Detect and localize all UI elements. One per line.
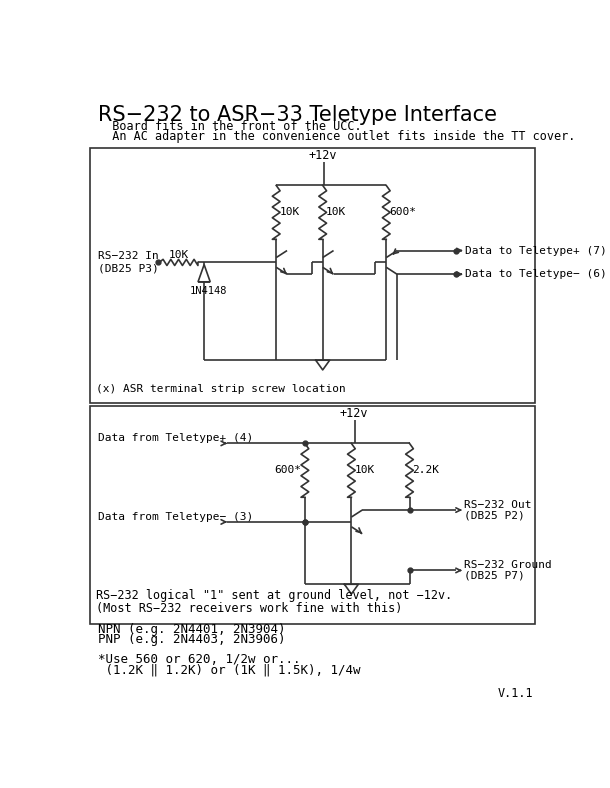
Text: V.1.1: V.1.1 <box>498 687 534 700</box>
Text: RS−232 Out: RS−232 Out <box>464 500 531 510</box>
Text: (DB25 P7): (DB25 P7) <box>464 571 525 581</box>
Text: (Most RS−232 receivers work fine with this): (Most RS−232 receivers work fine with th… <box>96 602 403 615</box>
Text: NPN (e.g. 2N4401, 2N3904): NPN (e.g. 2N4401, 2N3904) <box>98 623 285 636</box>
Text: RS−232 In: RS−232 In <box>98 251 159 262</box>
Text: +12v: +12v <box>309 149 337 162</box>
Text: Data from Teletype+ (4): Data from Teletype+ (4) <box>98 433 253 443</box>
Text: 10K: 10K <box>354 466 375 475</box>
Text: *Use 560 or 620, 1/2w or...: *Use 560 or 620, 1/2w or... <box>98 653 301 666</box>
Text: 2.2K: 2.2K <box>412 466 440 475</box>
Text: 10K: 10K <box>168 251 188 261</box>
Text: 1N4148: 1N4148 <box>190 286 228 296</box>
Text: Data from Teletype− (3): Data from Teletype− (3) <box>98 511 253 522</box>
Text: 600*: 600* <box>389 207 417 217</box>
Text: PNP (e.g. 2N4403, 2N3906): PNP (e.g. 2N4403, 2N3906) <box>98 634 285 646</box>
Text: An AC adapter in the convenience outlet fits inside the TT cover.: An AC adapter in the convenience outlet … <box>98 130 575 143</box>
Text: (1.2K ‖ 1.2K) or (1K ‖ 1.5K), 1/4w: (1.2K ‖ 1.2K) or (1K ‖ 1.5K), 1/4w <box>98 663 361 676</box>
Text: (DB25 P3): (DB25 P3) <box>98 263 159 273</box>
Text: (x) ASR terminal strip screw location: (x) ASR terminal strip screw location <box>96 384 346 394</box>
Text: Board fits in the front of the UCC.: Board fits in the front of the UCC. <box>98 121 362 133</box>
Text: 600*: 600* <box>274 466 301 475</box>
Text: RS−232 to ASR−33 Teletype Interface: RS−232 to ASR−33 Teletype Interface <box>98 105 497 125</box>
Bar <box>90 148 535 403</box>
Text: (DB25 P2): (DB25 P2) <box>464 511 525 520</box>
Text: 10K: 10K <box>326 207 346 217</box>
Text: +12v: +12v <box>339 407 368 420</box>
Text: RS−232 Ground: RS−232 Ground <box>464 560 551 570</box>
Text: 10K: 10K <box>279 207 300 217</box>
Text: Data to Teletype− (6): Data to Teletype− (6) <box>465 269 607 279</box>
Bar <box>90 407 535 624</box>
Text: Data to Teletype+ (7): Data to Teletype+ (7) <box>465 246 607 255</box>
Text: RS−232 logical "1" sent at ground level, not −12v.: RS−232 logical "1" sent at ground level,… <box>96 589 453 601</box>
